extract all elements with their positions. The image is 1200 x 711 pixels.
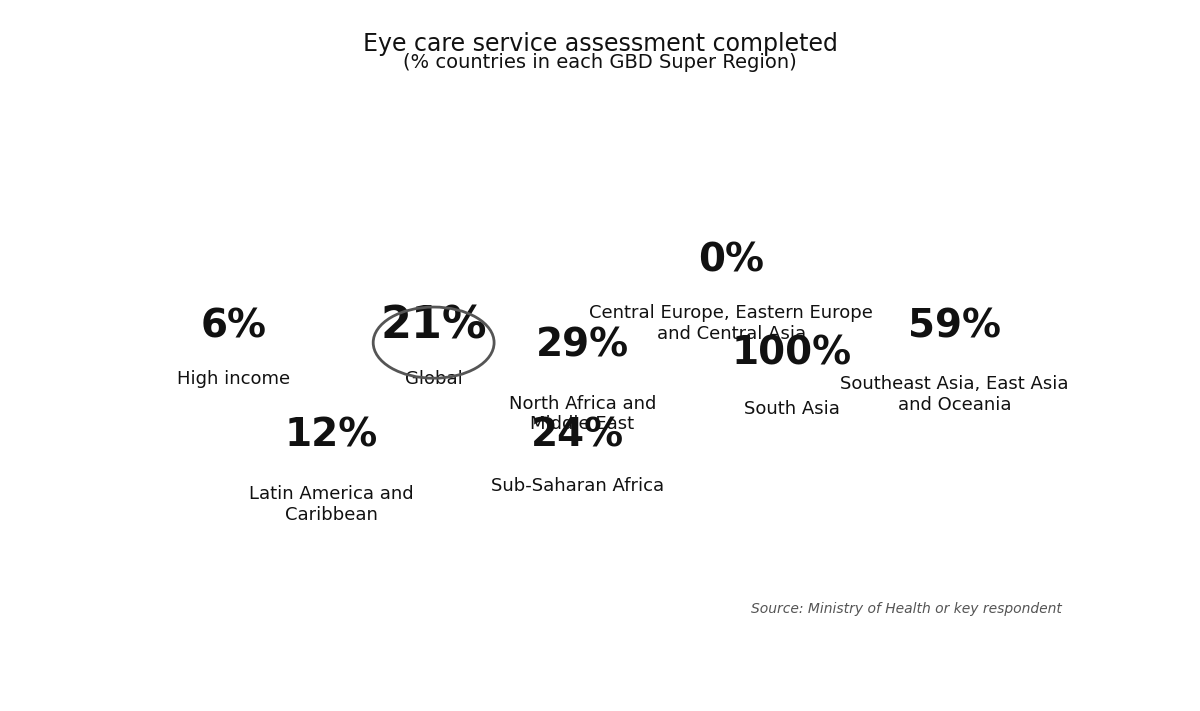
Text: Southeast Asia, East Asia
and Oceania: Southeast Asia, East Asia and Oceania (840, 375, 1069, 415)
Text: Eye care service assessment completed: Eye care service assessment completed (362, 32, 838, 56)
Text: 21%: 21% (380, 305, 487, 348)
Text: North Africa and
Middle East: North Africa and Middle East (509, 395, 656, 434)
Text: Global: Global (404, 370, 462, 388)
Text: Sub-Saharan Africa: Sub-Saharan Africa (491, 477, 665, 495)
Text: 24%: 24% (532, 417, 624, 455)
Text: 6%: 6% (200, 307, 266, 346)
Text: Source: Ministry of Health or key respondent: Source: Ministry of Health or key respon… (750, 602, 1062, 616)
Text: 100%: 100% (732, 335, 852, 373)
Text: Central Europe, Eastern Europe
and Central Asia: Central Europe, Eastern Europe and Centr… (589, 304, 874, 343)
Text: 29%: 29% (536, 326, 629, 364)
Text: (% countries in each GBD Super Region): (% countries in each GBD Super Region) (403, 53, 797, 73)
Text: Latin America and
Caribbean: Latin America and Caribbean (250, 485, 414, 524)
Text: 0%: 0% (698, 242, 764, 279)
Text: 59%: 59% (908, 307, 1001, 346)
Text: 12%: 12% (284, 417, 378, 455)
Text: South Asia: South Asia (744, 400, 840, 418)
Text: High income: High income (178, 370, 290, 388)
